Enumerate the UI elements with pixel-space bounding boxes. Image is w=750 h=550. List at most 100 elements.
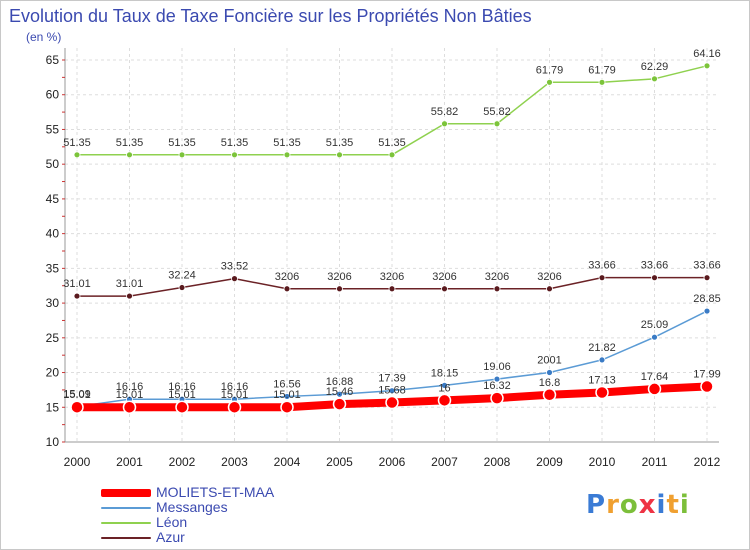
data-point [280, 400, 294, 414]
x-tick-label: 2001 [116, 455, 143, 469]
data-label: 3206 [485, 271, 509, 283]
data-point [595, 385, 609, 400]
data-point [126, 292, 133, 300]
data-point [73, 151, 81, 159]
data-point [700, 379, 714, 394]
x-tick-label: 2010 [589, 455, 616, 469]
legend-item: MOLIETS-ET-MAA [101, 485, 274, 500]
legend-label: MOLIETS-ET-MAA [156, 484, 275, 500]
data-point [227, 400, 242, 414]
data-point [388, 387, 396, 395]
x-tick-label: 2009 [536, 455, 563, 469]
data-label: 17.64 [641, 371, 669, 383]
data-point [283, 151, 291, 159]
y-tick-label: 30 [46, 296, 60, 310]
data-point [703, 274, 711, 282]
data-label: 28.85 [693, 293, 721, 305]
data-label: 17.99 [693, 369, 721, 381]
data-label: 15.01 [63, 389, 91, 401]
data-label: 31.01 [116, 278, 144, 290]
data-point [122, 400, 137, 414]
x-tick-label: 2005 [326, 455, 353, 469]
data-point [336, 390, 343, 398]
logo-letter: x [638, 490, 657, 520]
data-point [178, 284, 186, 291]
x-tick-label: 2008 [484, 455, 511, 469]
legend-swatch [101, 488, 151, 497]
data-point [546, 369, 553, 376]
data-label: 62.29 [641, 61, 669, 73]
data-label: 51.35 [326, 137, 354, 149]
data-label: 15.01 [116, 389, 144, 401]
data-point [598, 78, 606, 86]
x-tick-label: 2000 [64, 455, 91, 469]
x-tick-label: 2006 [379, 455, 406, 469]
data-label: 18.15 [431, 367, 459, 379]
legend-label: Léon [156, 514, 188, 530]
data-point [332, 397, 347, 411]
data-label: 25.09 [641, 319, 669, 331]
data-label: 16.88 [326, 376, 354, 388]
x-tick-label: 2003 [221, 455, 248, 469]
x-tick-label: 2004 [274, 455, 301, 469]
logo-letter: t [666, 490, 680, 520]
data-point [651, 75, 658, 83]
data-label: 16.16 [221, 381, 249, 393]
unit-label: (en %) [26, 30, 62, 44]
data-label: 3206 [432, 271, 456, 283]
data-point [598, 274, 606, 282]
data-point [490, 391, 504, 405]
x-tick-label: 2007 [431, 455, 458, 469]
data-point [441, 285, 448, 293]
data-label: 51.35 [168, 137, 196, 149]
y-tick-label: 50 [46, 157, 60, 171]
x-tick-label: 2002 [169, 455, 196, 469]
y-tick-label: 20 [46, 366, 60, 380]
y-tick-label: 65 [46, 53, 60, 67]
data-point [542, 388, 557, 402]
data-label: 51.35 [63, 137, 91, 149]
data-label: 32.24 [168, 270, 196, 282]
data-label: 33.66 [588, 260, 616, 272]
data-label: 17.13 [588, 374, 616, 386]
data-label: 15.01 [221, 389, 249, 401]
y-tick-label: 60 [46, 88, 60, 102]
data-point [437, 393, 452, 408]
data-label: 3206 [275, 271, 299, 283]
data-point [493, 285, 501, 293]
data-label: 19.06 [483, 361, 511, 373]
y-tick-label: 55 [46, 122, 60, 136]
data-label: 51.35 [378, 137, 406, 149]
data-point [441, 381, 448, 389]
data-label: 15.01 [168, 389, 196, 401]
x-tick-label: 2012 [694, 455, 721, 469]
data-point [388, 285, 396, 293]
logo-letter: r [606, 490, 620, 520]
logo-letter: o [619, 490, 639, 520]
data-label: 16.56 [273, 378, 301, 390]
data-point [388, 151, 396, 159]
data-label: 17.39 [378, 373, 406, 385]
data-point [703, 62, 711, 70]
data-label: 16.16 [116, 381, 144, 393]
data-point [546, 285, 553, 293]
data-label: 16.32 [483, 380, 511, 392]
data-label: 15.46 [326, 386, 354, 398]
legend-item: Léon [101, 515, 274, 530]
y-tick-label: 45 [46, 192, 60, 206]
logo-letter: i [679, 490, 690, 520]
data-point [493, 375, 501, 383]
data-point [385, 395, 399, 410]
data-label: 3206 [380, 271, 404, 283]
plot-area [65, 48, 719, 442]
data-label: 16 [438, 382, 450, 394]
legend-swatch [101, 521, 151, 524]
legend-swatch [101, 506, 151, 509]
legend-swatch [101, 536, 151, 539]
data-point [283, 285, 291, 293]
legend: MOLIETS-ET-MAA Messanges Léon Azur [101, 485, 274, 545]
data-label: 51.35 [273, 137, 301, 149]
x-tick-label: 2011 [642, 455, 668, 469]
data-label: 33.52 [221, 261, 249, 273]
